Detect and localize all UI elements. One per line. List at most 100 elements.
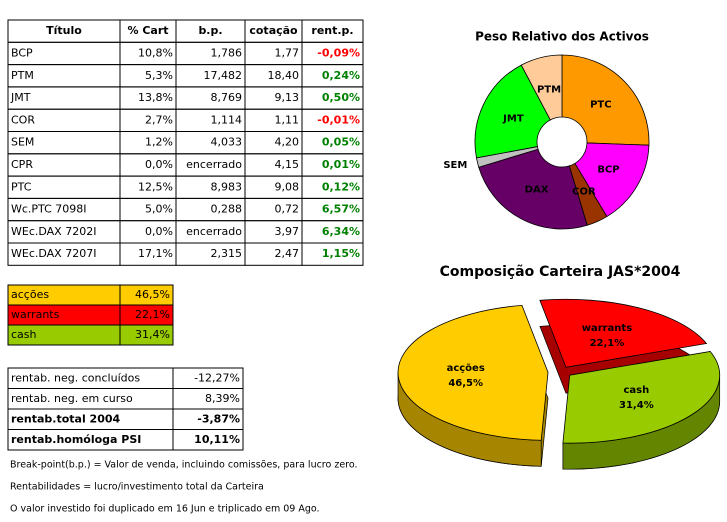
table-cell: WEc.DAX 7202I <box>11 225 96 238</box>
slice-label: DAX <box>525 185 549 196</box>
slice-label: SEM <box>443 160 467 171</box>
cell-border <box>119 324 174 346</box>
table-cell: 1,114 <box>211 113 243 126</box>
row-fill <box>8 325 173 345</box>
table-cell: 5,0% <box>145 203 173 216</box>
table-cell: 17,1% <box>138 247 173 260</box>
pie-slice <box>397 304 549 441</box>
table-cell: Wc.PTC 7098I <box>11 203 87 216</box>
table-cell: 4,033 <box>211 136 243 149</box>
slice-label: warrants <box>582 323 632 334</box>
table-cell: 1,786 <box>211 46 243 59</box>
slice-label: cash <box>623 385 649 396</box>
table-cell: 12,5% <box>138 180 173 193</box>
slice-label: acções <box>447 363 485 374</box>
cell-border <box>172 429 244 451</box>
slice-value-label: 46,5% <box>448 378 483 389</box>
table-cell: rentab. neg. em curso <box>11 392 133 405</box>
table-cell: 3,97 <box>275 225 300 238</box>
table-cell: rentab.homóloga PSI <box>11 433 141 446</box>
table-cell: 0,0% <box>145 158 173 171</box>
table-cell: 2,315 <box>211 247 243 260</box>
row-fill <box>8 305 173 325</box>
table-cell: SEM <box>11 136 34 149</box>
table-cell: warrants <box>11 308 60 321</box>
table-cell: -12,27% <box>194 371 240 384</box>
table-cell: 10,11% <box>194 433 240 446</box>
table-cell: encerrado <box>186 158 242 171</box>
pie-slice <box>539 298 708 368</box>
slice-value-label: 31,4% <box>619 400 654 411</box>
table-cell: -0,01% <box>317 113 360 126</box>
slice-value-label: 22,1% <box>590 338 625 349</box>
table-cell: WEc.DAX 7207I <box>11 247 96 260</box>
table-cell: 18,40 <box>268 69 300 82</box>
column-header: cotação <box>249 24 298 37</box>
table-cell: CPR <box>11 158 33 171</box>
table-cell: 4,15 <box>275 158 300 171</box>
chart-title: Composição Carteira JAS*2004 <box>440 264 681 280</box>
column-header: % Cart <box>127 24 168 37</box>
table-cell: 1,11 <box>275 113 300 126</box>
table-cell: cash <box>11 328 37 341</box>
pie-slice <box>561 54 650 146</box>
table-cell: PTC <box>11 180 32 193</box>
row-fill <box>8 285 173 305</box>
slice-label: COR <box>572 186 596 197</box>
note: Break-point(b.p.) = Valor de venda, incl… <box>10 460 358 471</box>
table-cell: 6,57% <box>322 203 360 216</box>
table-cell: 13,8% <box>138 91 173 104</box>
table-cell: 31,4% <box>135 328 170 341</box>
table-cell: rentab.total 2004 <box>11 412 121 425</box>
table-cell: 8,769 <box>211 91 243 104</box>
table-cell: 8,39% <box>205 392 240 405</box>
pie-slice <box>478 148 588 230</box>
table-cell: COR <box>11 113 35 126</box>
table-cell: 9,13 <box>275 91 300 104</box>
table-cell: 17,482 <box>204 69 243 82</box>
cell-border <box>301 242 364 266</box>
table-cell: 22,1% <box>135 308 170 321</box>
table-cell: 10,8% <box>138 46 173 59</box>
table-cell: -0,09% <box>317 46 360 59</box>
column-header: b.p. <box>198 24 222 37</box>
table-cell: 1,15% <box>322 247 360 260</box>
pie-slice <box>474 64 551 159</box>
table-cell: BCP <box>11 46 33 59</box>
table-cell: 9,08 <box>275 180 300 193</box>
table-cell: acções <box>11 288 49 301</box>
table-cell: 0,05% <box>322 136 360 149</box>
chart-title: Peso Relativo dos Activos <box>475 30 649 44</box>
table-cell: rentab. neg. concluídos <box>11 371 140 384</box>
pie-slice <box>520 54 563 121</box>
table-cell: 2,7% <box>145 113 173 126</box>
table-cell: 0,12% <box>322 180 360 193</box>
table-cell: 0,72 <box>275 203 300 216</box>
table-cell: 0,01% <box>322 158 360 171</box>
table-cell: 0,24% <box>322 69 360 82</box>
column-header: Título <box>46 24 82 37</box>
table-cell: 1,77 <box>275 46 300 59</box>
pie-slice <box>574 142 650 218</box>
pie-slice <box>562 351 721 444</box>
table-cell: 0,0% <box>145 225 173 238</box>
table-cell: JMT <box>10 91 31 104</box>
table-cell: 5,3% <box>145 69 173 82</box>
table-cell: 46,5% <box>135 288 170 301</box>
note: O valor investido foi duplicado em 16 Ju… <box>10 504 320 515</box>
table-cell: -3,87% <box>197 412 240 425</box>
table-cell: 2,47 <box>275 247 300 260</box>
table-cell: PTM <box>11 69 34 82</box>
table-cell: 0,50% <box>322 91 360 104</box>
table-cell: 4,20 <box>275 136 300 149</box>
slice-label: JMT <box>502 114 524 125</box>
column-header: rent.p. <box>311 24 353 37</box>
note: Rentabilidades = lucro/investimento tota… <box>10 482 264 493</box>
table-cell: 0,288 <box>211 203 243 216</box>
table-cell: 6,34% <box>322 225 360 238</box>
table-cell: encerrado <box>186 225 242 238</box>
slice-label: BCP <box>597 164 619 175</box>
table-cell: 1,2% <box>145 136 173 149</box>
slice-label: PTC <box>590 100 612 111</box>
